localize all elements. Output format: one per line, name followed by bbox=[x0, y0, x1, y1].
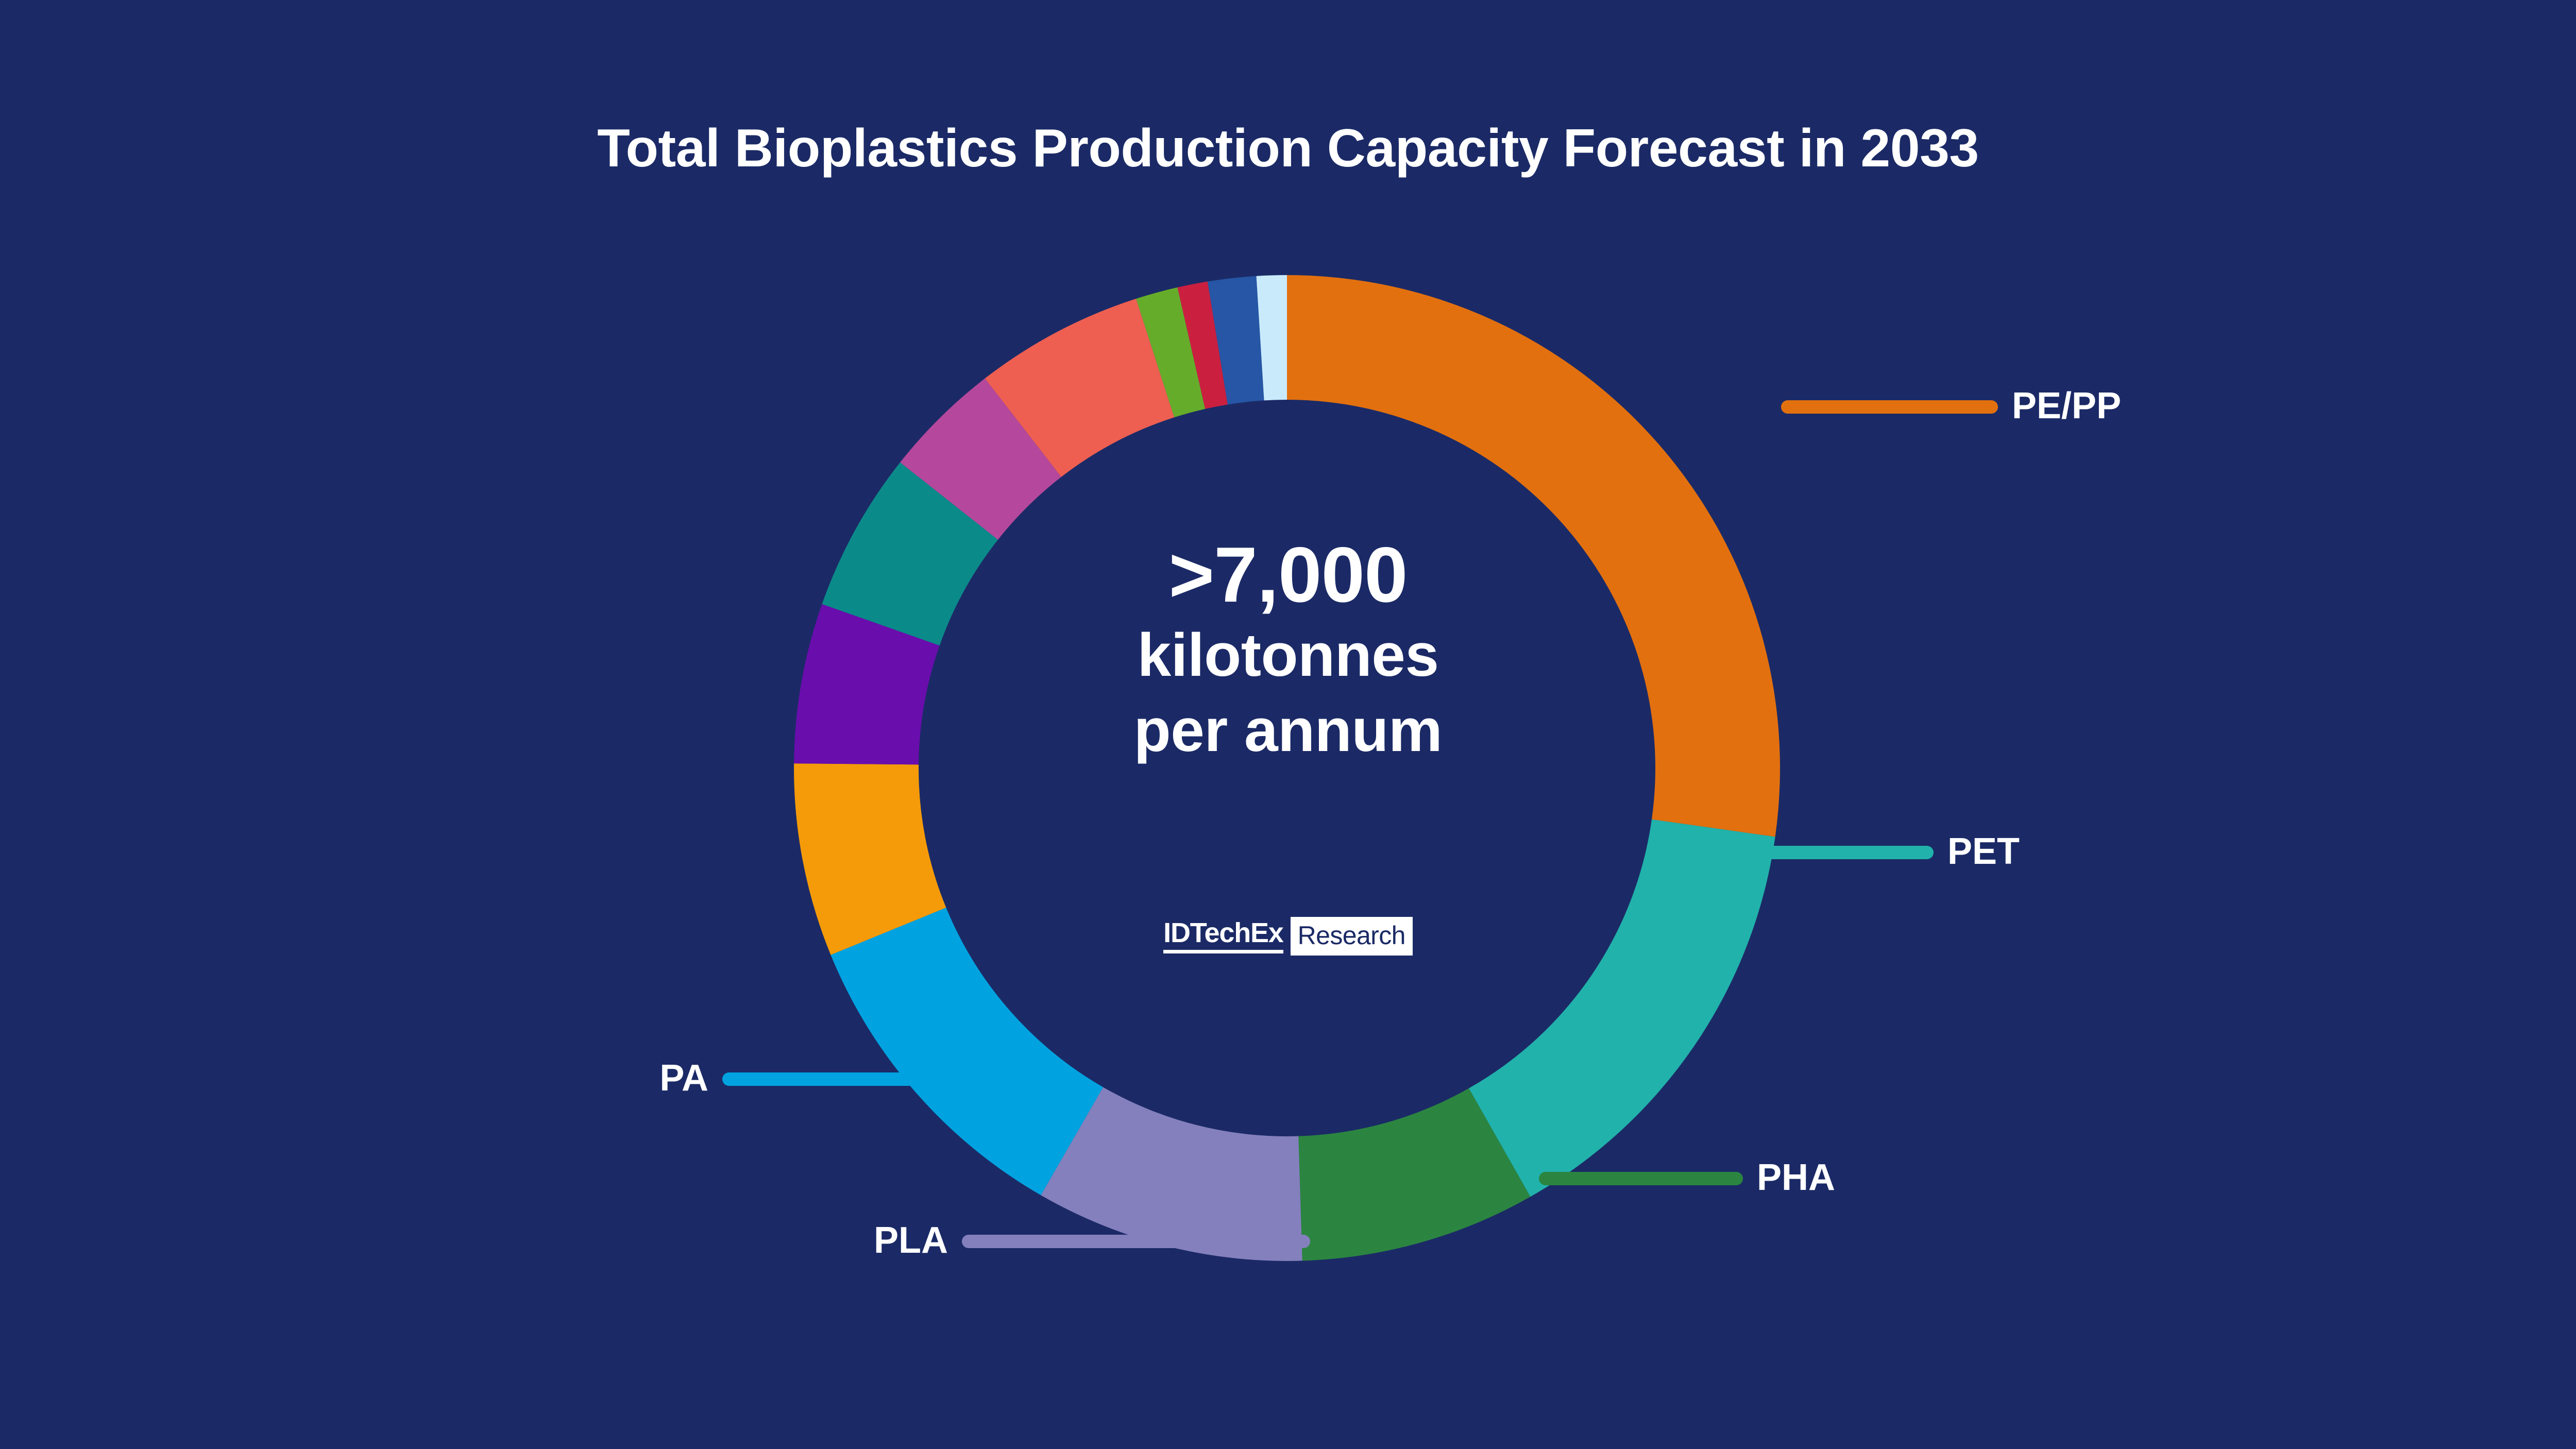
donut-slice-pbat[interactable] bbox=[794, 763, 946, 955]
donut-slice-cellulose-films[interactable] bbox=[900, 378, 1061, 540]
logo-brand-text: IDTechEx bbox=[1163, 919, 1284, 953]
donut-slice-pe-pp[interactable] bbox=[1287, 275, 1780, 837]
callout-label-pe-pp: PE/PP bbox=[2012, 385, 2122, 427]
donut-slice-pa[interactable] bbox=[831, 908, 1104, 1196]
idtechex-logo: IDTechEx Research bbox=[922, 917, 1654, 956]
callout-label-pet: PET bbox=[1947, 831, 2020, 872]
donut-slice-starch-blends[interactable] bbox=[822, 462, 998, 646]
leader-line-group bbox=[722, 400, 1998, 1248]
callout-label-pa: PA bbox=[659, 1058, 708, 1099]
donut-slice-ca[interactable] bbox=[1177, 281, 1228, 409]
logo-research-badge: Research bbox=[1290, 917, 1413, 956]
callout-label-pla: PLA bbox=[874, 1220, 948, 1261]
donut-slice-pet[interactable] bbox=[1468, 819, 1775, 1197]
donut-slice-other[interactable] bbox=[1207, 276, 1264, 405]
donut-slice-pla[interactable] bbox=[1041, 1087, 1302, 1262]
donut-slice-misc[interactable] bbox=[1256, 275, 1287, 401]
callout-label-pha: PHA bbox=[1757, 1157, 1836, 1198]
page-title: Total Bioplastics Production Capacity Fo… bbox=[597, 118, 1979, 178]
donut-slice-group bbox=[794, 275, 1780, 1262]
donut-slice-bio-pc[interactable] bbox=[985, 298, 1175, 477]
donut-slice-pef[interactable] bbox=[1136, 287, 1206, 418]
donut-slice-pha[interactable] bbox=[1298, 1088, 1531, 1261]
donut-slice-pbs[interactable] bbox=[794, 604, 940, 765]
